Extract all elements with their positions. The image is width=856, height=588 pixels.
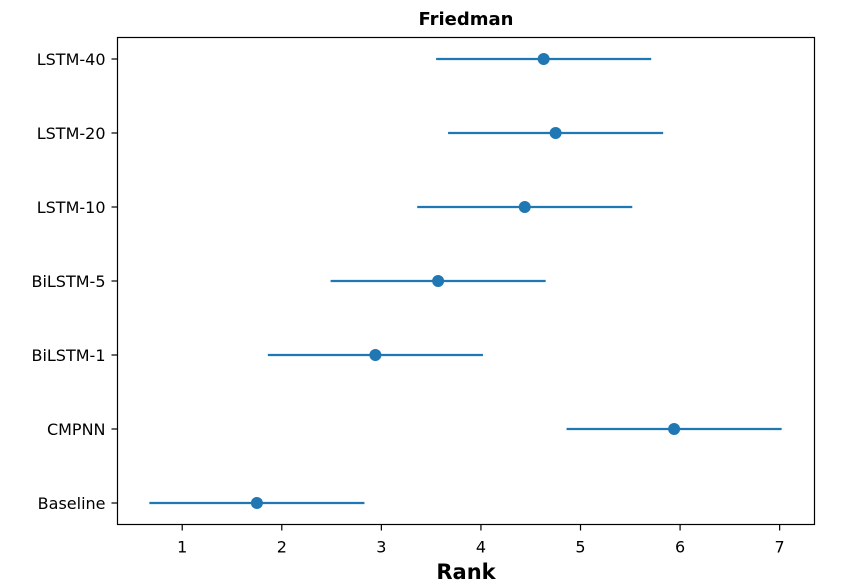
point-BiLSTM-1 [369, 349, 382, 361]
x-tick-label-3: 3 [376, 538, 386, 557]
point-LSTM-20 [549, 127, 562, 139]
x-axis-ticks: 1 2 3 4 5 6 7 [177, 524, 785, 557]
point-BiLSTM-5 [432, 275, 445, 287]
x-tick-label-4: 4 [476, 538, 486, 557]
y-tick-label-BiLSTM-1: BiLSTM-1 [31, 346, 105, 365]
point-LSTM-10 [518, 201, 531, 213]
point-LSTM-40 [537, 53, 550, 65]
y-tick-label-BiLSTM-5: BiLSTM-5 [31, 272, 105, 291]
y-tick-labels: LSTM-40 LSTM-20 LSTM-10 BiLSTM-5 BiLSTM-1 CMP… [31, 50, 118, 513]
point-CMPNN [668, 423, 681, 435]
x-tick-label-5: 5 [575, 538, 585, 557]
y-tick-label-LSTM-40: LSTM-40 [37, 50, 106, 69]
plot-frame [116, 36, 816, 526]
y-tick-label-LSTM-10: LSTM-10 [37, 198, 106, 217]
y-tick-label-CMPNN: CMPNN [47, 420, 106, 439]
x-tick-label-2: 2 [277, 538, 287, 557]
chart-title: Friedman [418, 9, 513, 30]
y-tick-label-LSTM-20: LSTM-20 [37, 124, 106, 143]
x-tick-label-6: 6 [675, 538, 685, 557]
point-Baseline [250, 497, 263, 509]
x-axis-label: Rank [436, 560, 496, 584]
plot-marks [149, 53, 782, 509]
x-tick-label-1: 1 [177, 538, 187, 557]
x-tick-label-7: 7 [775, 538, 785, 557]
y-tick-label-Baseline: Baseline [38, 494, 106, 513]
